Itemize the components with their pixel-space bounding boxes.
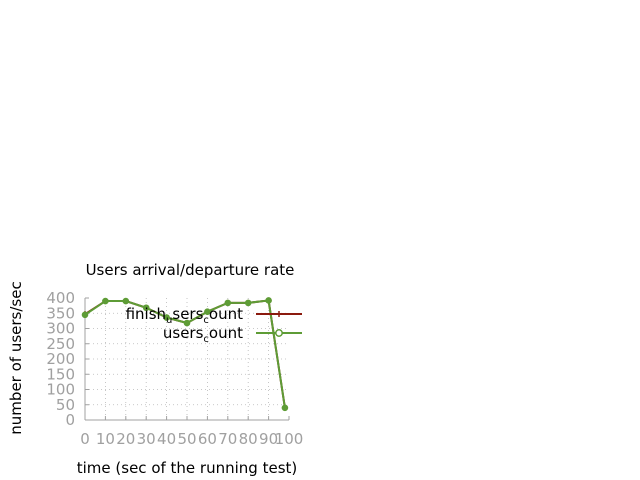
data-point [81, 311, 89, 319]
y-tick-label: 200 [46, 350, 75, 368]
y-axis-label: number of users/sec [7, 281, 25, 434]
data-point [183, 319, 191, 327]
legend-label: finishuserscount [126, 305, 244, 326]
legend-marker [275, 329, 283, 337]
y-tick-label: 400 [46, 289, 75, 307]
data-point [102, 297, 109, 305]
data-point [163, 314, 170, 321]
y-tick-label: 350 [46, 304, 75, 322]
legend-entry-finish-users-count: finishuserscount [126, 305, 302, 326]
data-point [265, 297, 272, 304]
legend-label: userscount [163, 324, 243, 345]
x-tick-label: 80 [239, 430, 258, 448]
data-point [122, 297, 130, 305]
x-tick-label: 20 [116, 430, 135, 448]
x-tick-label: 60 [198, 430, 217, 448]
y-tick-label: 100 [46, 381, 75, 399]
y-tick-label: 150 [46, 365, 75, 383]
data-point [224, 299, 232, 307]
data-point [142, 304, 150, 312]
x-tick-label: 10 [96, 430, 115, 448]
y-tick-label: 250 [46, 335, 75, 353]
data-point [281, 404, 289, 412]
y-tick-label: 300 [46, 320, 75, 338]
x-tick-label: 40 [157, 430, 176, 448]
x-tick-label: 90 [259, 430, 278, 448]
legend-marker [276, 311, 282, 317]
x-tick-label: 100 [275, 430, 304, 448]
y-tick-label: 0 [65, 411, 75, 429]
x-tick-label: 50 [177, 430, 196, 448]
legend-entry-users-count: userscount [163, 324, 302, 345]
x-axis-label: time (sec of the running test) [77, 459, 298, 477]
data-point [244, 299, 252, 307]
x-tick-label: 0 [80, 430, 90, 448]
chart-title: Users arrival/departure rate [86, 261, 295, 279]
data-point [204, 308, 211, 316]
series-users-count [81, 297, 289, 412]
x-tick-label: 70 [218, 430, 237, 448]
y-tick-label: 50 [56, 396, 75, 414]
series-group [81, 297, 289, 412]
x-tick-label: 30 [137, 430, 156, 448]
